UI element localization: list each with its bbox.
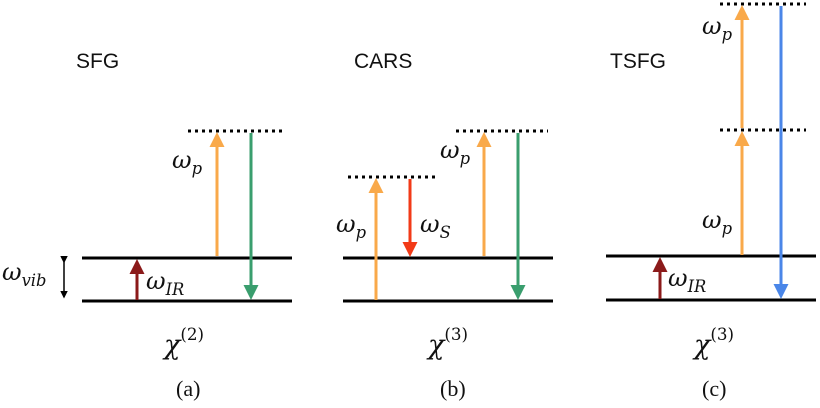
cars-pump1-label: ωp — [336, 210, 367, 242]
panel-sfg — [60, 129, 292, 303]
caption-b: (b) — [440, 376, 466, 401]
sfg-ir-label: ωIR — [146, 267, 185, 299]
tsfg-pump-upper-label: ωp — [702, 12, 733, 44]
tsfg-susceptibility: χ(3) — [694, 324, 735, 362]
cars-stokes-label: ωS — [420, 210, 451, 242]
panel-tsfg — [606, 2, 816, 302]
panel-cars — [343, 129, 553, 303]
sfg-susceptibility: χ(2) — [164, 324, 205, 362]
panel-title-sfg: SFG — [76, 50, 120, 73]
sfg-pump-label: ωp — [172, 146, 203, 178]
caption-c: (c) — [702, 376, 727, 401]
tsfg-ir-label: ωIR — [668, 264, 707, 296]
sfg-vib-label: ωvib — [2, 258, 47, 290]
panel-title-cars: CARS — [354, 50, 413, 73]
tsfg-pump-lower-label: ωp — [702, 206, 733, 238]
cars-pump2-label: ωp — [440, 136, 471, 168]
cars-susceptibility: χ(3) — [428, 324, 469, 362]
panel-title-tsfg: TSFG — [610, 50, 666, 73]
caption-a: (a) — [176, 376, 201, 401]
